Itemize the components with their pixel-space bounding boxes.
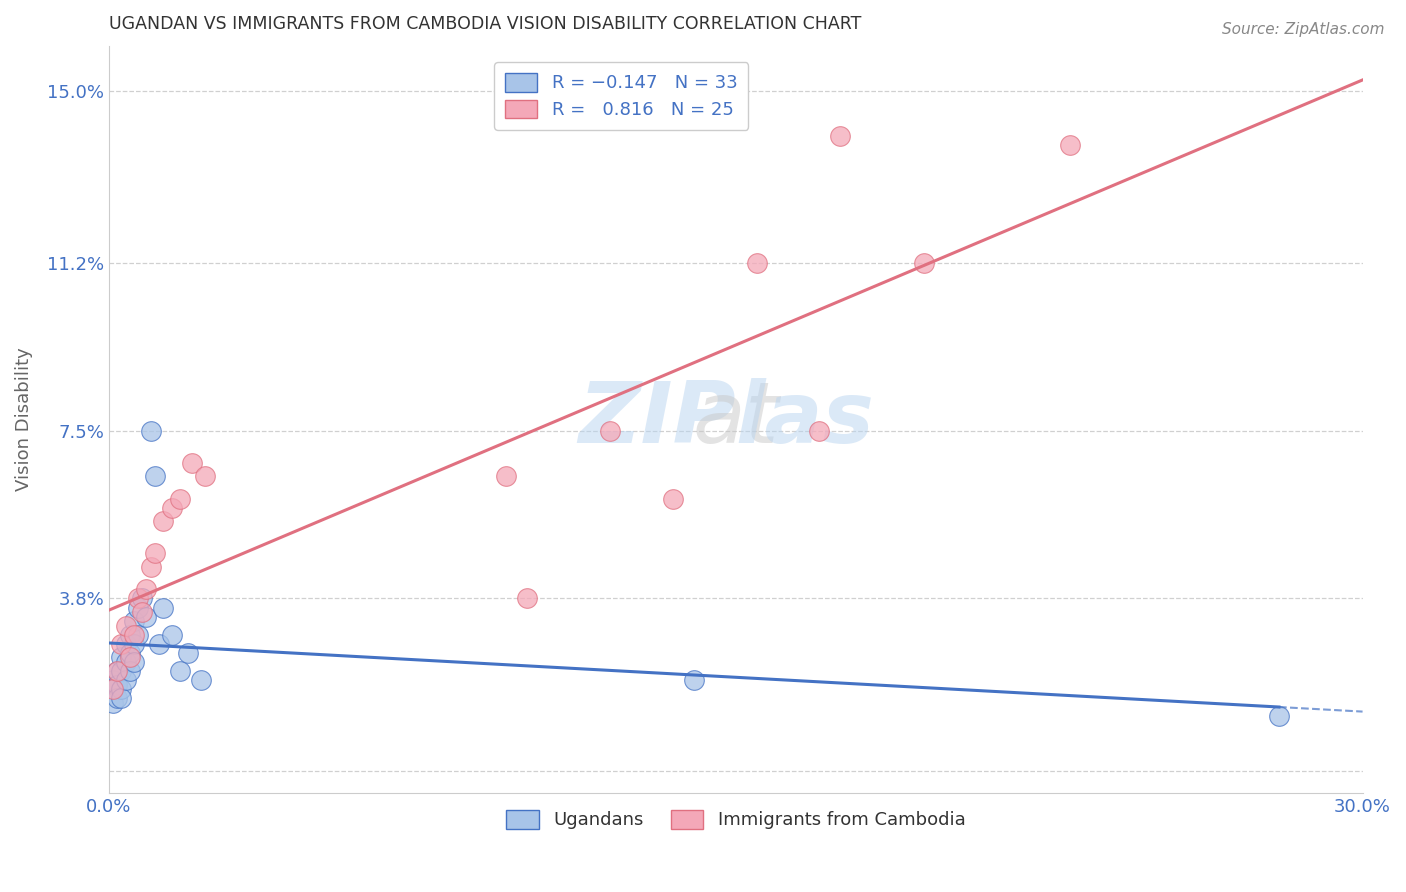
Point bbox=[118, 646, 141, 660]
Legend: Ugandans, Immigrants from Cambodia: Ugandans, Immigrants from Cambodia bbox=[499, 803, 973, 837]
Point bbox=[127, 600, 149, 615]
Point bbox=[160, 500, 183, 515]
Point bbox=[122, 628, 145, 642]
Point bbox=[683, 673, 706, 687]
Point bbox=[127, 628, 149, 642]
Point bbox=[118, 628, 141, 642]
Text: las: las bbox=[735, 378, 875, 461]
Point bbox=[110, 691, 132, 706]
Point bbox=[105, 664, 128, 678]
Point bbox=[131, 605, 153, 619]
Point bbox=[169, 664, 191, 678]
Point bbox=[169, 491, 191, 506]
Point bbox=[177, 646, 200, 660]
Point bbox=[114, 655, 136, 669]
Point bbox=[105, 691, 128, 706]
Point bbox=[181, 456, 204, 470]
Point bbox=[127, 591, 149, 606]
Text: Source: ZipAtlas.com: Source: ZipAtlas.com bbox=[1222, 22, 1385, 37]
Point bbox=[118, 650, 141, 665]
Point bbox=[101, 696, 124, 710]
Point bbox=[114, 673, 136, 687]
Point bbox=[745, 256, 768, 270]
Point bbox=[122, 614, 145, 628]
Point bbox=[101, 682, 124, 697]
Point bbox=[101, 682, 124, 697]
Point bbox=[912, 256, 935, 270]
Point bbox=[101, 673, 124, 687]
Point bbox=[143, 546, 166, 560]
Point bbox=[495, 469, 517, 483]
Point bbox=[152, 600, 174, 615]
Point bbox=[143, 469, 166, 483]
Point bbox=[114, 637, 136, 651]
Point bbox=[135, 582, 157, 597]
Point bbox=[160, 628, 183, 642]
Point bbox=[135, 609, 157, 624]
Point bbox=[139, 559, 162, 574]
Text: ZIP: ZIP bbox=[578, 378, 735, 461]
Point bbox=[110, 682, 132, 697]
Point bbox=[152, 515, 174, 529]
Point bbox=[830, 129, 852, 144]
Text: at: at bbox=[693, 378, 779, 461]
Point bbox=[190, 673, 212, 687]
Point bbox=[516, 591, 538, 606]
Point bbox=[114, 618, 136, 632]
Point bbox=[105, 664, 128, 678]
Point bbox=[148, 637, 170, 651]
Point bbox=[122, 637, 145, 651]
Point bbox=[808, 424, 831, 438]
Y-axis label: Vision Disability: Vision Disability bbox=[15, 348, 32, 491]
Text: UGANDAN VS IMMIGRANTS FROM CAMBODIA VISION DISABILITY CORRELATION CHART: UGANDAN VS IMMIGRANTS FROM CAMBODIA VISI… bbox=[108, 15, 862, 33]
Point bbox=[131, 591, 153, 606]
Point bbox=[139, 424, 162, 438]
Point bbox=[599, 424, 621, 438]
Point bbox=[662, 491, 685, 506]
Point bbox=[118, 664, 141, 678]
Point bbox=[1059, 138, 1081, 153]
Point bbox=[110, 650, 132, 665]
Point bbox=[122, 655, 145, 669]
Point bbox=[110, 637, 132, 651]
Point bbox=[110, 664, 132, 678]
Point bbox=[1268, 709, 1291, 723]
Point bbox=[194, 469, 217, 483]
Point bbox=[105, 677, 128, 691]
